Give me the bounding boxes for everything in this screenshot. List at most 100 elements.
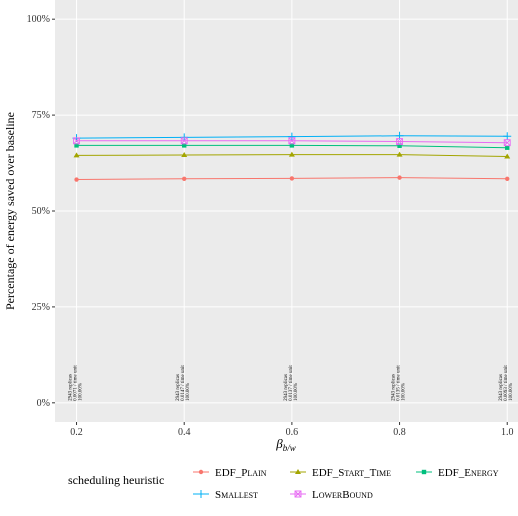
x-tick-label: 0.8 — [393, 427, 406, 438]
legend-label: LowerBound — [312, 489, 373, 501]
marker — [287, 132, 296, 141]
annotation: 0.0147 / time unit — [181, 365, 186, 401]
marker — [421, 469, 427, 475]
legend-label: EDF_Energy — [438, 467, 499, 479]
marker — [74, 143, 79, 148]
y-tick-label: 50% — [32, 206, 50, 217]
legend-item: EDF_Start_Time — [290, 467, 391, 479]
annotation: 0.0137 / time unit — [289, 365, 294, 401]
legend-label: Smallest — [215, 489, 258, 501]
y-tick-label: 100% — [27, 14, 50, 25]
marker — [73, 137, 80, 145]
point — [396, 138, 404, 146]
marker — [503, 132, 512, 141]
annotation: 0.0071 / time unit — [74, 365, 79, 401]
point — [287, 132, 296, 141]
y-axis-title: Percentage of energy saved over baseline — [3, 112, 17, 310]
annotation: 100.00% — [509, 383, 514, 401]
legend: EDF_Plain EDF_Start_Time EDF_Energy Smalles… — [193, 467, 499, 501]
marker — [180, 137, 188, 145]
point — [74, 177, 79, 182]
annotation: 2943 replicas — [392, 374, 397, 401]
point — [180, 133, 189, 142]
x-axis-title-sub: b/w — [283, 443, 296, 453]
x-tick-label: 0.4 — [178, 427, 191, 438]
annotation: 2943 replicas — [176, 374, 181, 401]
marker — [181, 151, 188, 157]
marker — [397, 143, 402, 148]
point — [504, 153, 511, 159]
point — [198, 469, 204, 475]
point — [288, 137, 296, 145]
y-tick-label: 25% — [32, 302, 50, 313]
point — [73, 137, 80, 145]
legend-label: EDF_Plain — [215, 467, 267, 479]
point — [74, 143, 79, 148]
marker — [74, 177, 79, 182]
marker — [396, 151, 403, 157]
marker — [294, 490, 302, 498]
point — [295, 469, 301, 474]
point — [294, 490, 302, 498]
annotation: 0.0093 / time unit — [504, 365, 509, 401]
point — [73, 152, 80, 158]
point — [421, 469, 427, 475]
marker — [289, 176, 295, 181]
point — [289, 176, 295, 181]
marker — [503, 139, 511, 147]
point — [182, 176, 187, 181]
x-tick-label: 0.6 — [286, 427, 299, 438]
marker — [182, 176, 187, 181]
grid — [55, 0, 518, 422]
point — [288, 151, 295, 157]
annotation: 100.00% — [186, 383, 191, 401]
point — [182, 143, 187, 148]
marker — [288, 137, 296, 145]
marker — [182, 143, 187, 148]
point — [180, 137, 188, 145]
marker — [198, 469, 204, 475]
point — [505, 176, 510, 181]
point — [397, 143, 402, 148]
marker — [295, 469, 301, 474]
point — [197, 490, 205, 498]
marker — [397, 175, 402, 180]
marker — [504, 153, 511, 159]
point — [503, 139, 511, 147]
marker — [505, 145, 510, 150]
x-tick-label: 1.0 — [501, 427, 514, 438]
marker — [289, 143, 295, 148]
annotation: 100.00% — [294, 383, 299, 401]
point — [396, 151, 403, 157]
annotation: 0.0135 / time unit — [397, 365, 402, 401]
marker — [505, 176, 510, 181]
x-axis-title-main: β — [275, 436, 283, 451]
annotation: 2943 replicas — [499, 374, 504, 401]
point — [397, 175, 402, 180]
annotation: 2943 replicas — [284, 374, 289, 401]
x-axis-title: βb/w — [275, 436, 296, 453]
y-tick-label: 75% — [32, 110, 50, 121]
annotation: 2943 replicas — [69, 374, 74, 401]
annotation: 100.00% — [402, 383, 407, 401]
annotation: 100.00% — [79, 383, 84, 401]
legend-title: scheduling heuristic — [68, 473, 164, 487]
marker — [180, 133, 189, 142]
legend-item: Smallest — [193, 489, 258, 501]
point — [503, 132, 512, 141]
marker — [73, 152, 80, 158]
legend-item: EDF_Energy — [416, 467, 499, 479]
point — [181, 151, 188, 157]
point — [505, 145, 510, 150]
plot: 2943 replicas 0.0071 / time unit 100.00% 29… — [69, 131, 514, 401]
y-tick-label: 0% — [37, 398, 50, 409]
legend-item: LowerBound — [290, 489, 373, 501]
x-tick-label: 0.2 — [70, 427, 83, 438]
marker — [396, 138, 404, 146]
legend-item: EDF_Plain — [193, 467, 267, 479]
point — [289, 143, 295, 148]
legend-label: EDF_Start_Time — [312, 467, 391, 479]
marker — [288, 151, 295, 157]
marker — [197, 490, 205, 498]
